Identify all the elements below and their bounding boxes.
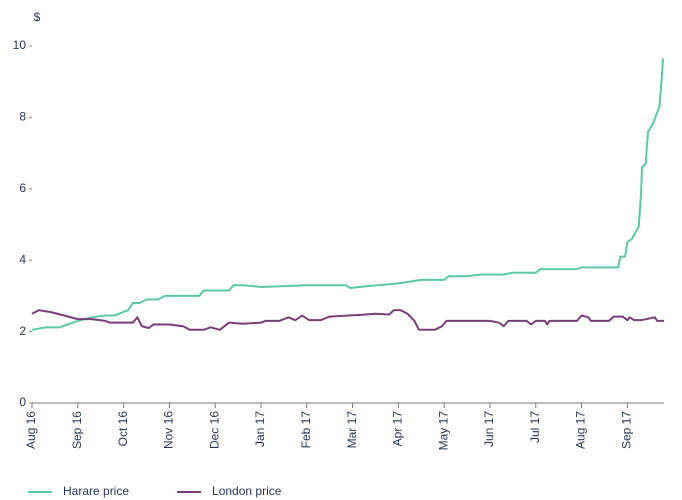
x-tick-label: Oct 16 <box>116 411 130 447</box>
y-axis-label: $ <box>34 10 41 24</box>
x-tick-label: Sep 17 <box>620 411 634 449</box>
y-tick-label: 0 <box>19 395 26 409</box>
x-tick-label: May 17 <box>436 411 450 451</box>
x-tick-label: Sep 16 <box>70 411 84 449</box>
y-tick-label: 4 <box>19 252 26 266</box>
y-tick-label: 2 <box>19 324 26 338</box>
x-tick-label: Jan 17 <box>253 411 267 447</box>
x-tick-label: Jul 17 <box>528 411 542 443</box>
series-line <box>31 309 664 331</box>
x-tick-label: Aug 17 <box>574 411 588 449</box>
x-tick-label: Apr 17 <box>391 411 405 447</box>
y-tick-label: 10 <box>13 38 27 52</box>
x-tick-label: Dec 16 <box>207 411 221 449</box>
legend-label: Harare price <box>63 484 129 498</box>
x-tick-label: Aug 16 <box>24 411 38 449</box>
y-tick-label: 6 <box>19 181 26 195</box>
legend-label: London price <box>212 484 282 498</box>
x-tick-label: Jun 17 <box>482 411 496 447</box>
series-line <box>31 58 665 331</box>
y-tick-label: 8 <box>19 110 26 124</box>
x-tick-label: Feb 17 <box>299 411 313 449</box>
x-tick-label: Mar 17 <box>345 411 359 449</box>
x-tick-label: Nov 16 <box>162 411 176 449</box>
